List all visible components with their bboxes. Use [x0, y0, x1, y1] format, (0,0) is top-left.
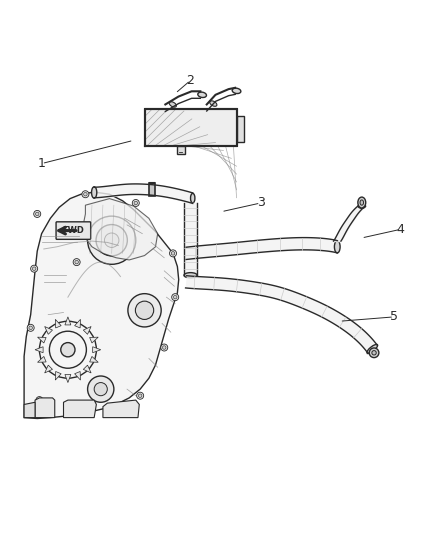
Bar	[237, 116, 244, 142]
Circle shape	[29, 326, 32, 329]
Circle shape	[173, 295, 177, 299]
Ellipse shape	[372, 351, 376, 355]
Text: 3: 3	[257, 197, 265, 209]
Ellipse shape	[335, 241, 340, 253]
Circle shape	[128, 294, 161, 327]
Circle shape	[171, 252, 175, 255]
Ellipse shape	[210, 101, 217, 106]
Circle shape	[36, 397, 43, 403]
Polygon shape	[38, 357, 46, 362]
Ellipse shape	[360, 200, 364, 205]
Circle shape	[82, 191, 89, 198]
Circle shape	[137, 392, 144, 399]
Polygon shape	[45, 365, 53, 373]
Text: 2: 2	[187, 74, 194, 87]
Circle shape	[73, 259, 80, 265]
Circle shape	[134, 201, 138, 205]
Text: 1: 1	[38, 157, 46, 170]
Polygon shape	[24, 192, 179, 418]
Circle shape	[38, 398, 41, 402]
Circle shape	[170, 250, 177, 257]
Polygon shape	[35, 347, 43, 353]
Circle shape	[162, 346, 166, 349]
Polygon shape	[90, 337, 98, 343]
Polygon shape	[65, 317, 71, 325]
Ellipse shape	[184, 273, 197, 278]
Polygon shape	[74, 319, 81, 328]
Ellipse shape	[232, 88, 241, 94]
Ellipse shape	[92, 187, 97, 198]
Polygon shape	[64, 400, 96, 418]
Text: 5: 5	[390, 310, 398, 324]
Ellipse shape	[191, 193, 195, 203]
Circle shape	[75, 260, 78, 264]
FancyBboxPatch shape	[56, 222, 91, 239]
Ellipse shape	[169, 102, 177, 107]
Polygon shape	[55, 372, 61, 380]
Ellipse shape	[358, 204, 365, 208]
Ellipse shape	[198, 92, 206, 98]
Circle shape	[96, 224, 127, 256]
Polygon shape	[83, 199, 158, 260]
Text: 4: 4	[397, 223, 405, 236]
Ellipse shape	[367, 344, 378, 353]
Circle shape	[172, 294, 179, 301]
Polygon shape	[93, 347, 101, 353]
Circle shape	[88, 376, 114, 402]
Circle shape	[161, 344, 168, 351]
Bar	[145, 109, 237, 146]
Ellipse shape	[369, 348, 379, 358]
Circle shape	[138, 394, 142, 398]
Polygon shape	[74, 372, 81, 380]
Polygon shape	[186, 276, 377, 352]
Circle shape	[61, 343, 75, 357]
Circle shape	[94, 383, 107, 395]
Circle shape	[31, 265, 38, 272]
Circle shape	[82, 408, 89, 415]
Circle shape	[84, 409, 87, 413]
Circle shape	[104, 233, 119, 247]
Circle shape	[27, 324, 34, 332]
Circle shape	[35, 212, 39, 216]
Polygon shape	[45, 327, 53, 334]
Ellipse shape	[358, 197, 366, 208]
Circle shape	[34, 211, 41, 217]
Polygon shape	[65, 375, 71, 383]
Circle shape	[84, 192, 87, 196]
Circle shape	[88, 216, 136, 264]
Polygon shape	[83, 327, 91, 334]
Polygon shape	[35, 398, 55, 418]
Circle shape	[132, 199, 139, 206]
Polygon shape	[103, 400, 139, 418]
Polygon shape	[55, 319, 61, 328]
Bar	[177, 146, 185, 154]
Bar	[149, 183, 155, 196]
Polygon shape	[90, 357, 98, 362]
Polygon shape	[38, 337, 46, 343]
Polygon shape	[83, 365, 91, 373]
Text: FWD: FWD	[63, 226, 85, 235]
Circle shape	[32, 267, 36, 270]
Polygon shape	[24, 402, 35, 418]
Circle shape	[135, 301, 154, 319]
